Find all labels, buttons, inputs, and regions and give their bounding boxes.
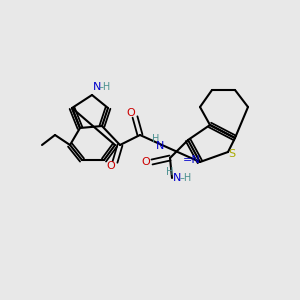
Text: H: H	[166, 167, 174, 177]
Text: S: S	[228, 149, 236, 159]
Text: =N: =N	[183, 155, 201, 165]
Text: N: N	[93, 82, 101, 92]
Text: O: O	[127, 108, 135, 118]
Text: –H: –H	[180, 173, 192, 183]
Text: O: O	[142, 157, 150, 167]
Text: H: H	[152, 134, 160, 144]
Text: –H: –H	[99, 82, 111, 92]
Text: O: O	[106, 161, 116, 171]
Text: N: N	[156, 141, 164, 151]
Text: N: N	[173, 173, 181, 183]
